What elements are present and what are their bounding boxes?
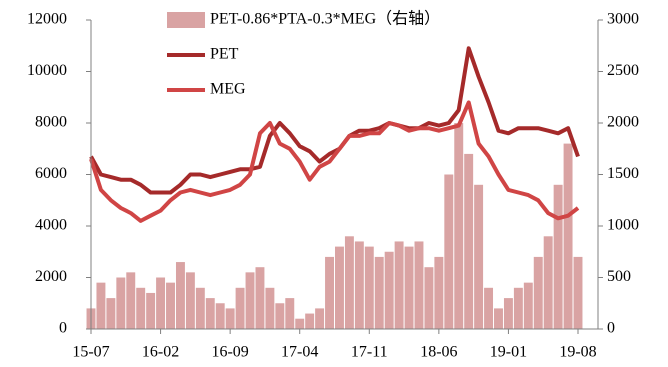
bar: [474, 184, 484, 329]
y-tick-label: 4000: [35, 217, 67, 234]
bar: [533, 256, 543, 329]
bar: [454, 123, 464, 329]
bar: [315, 308, 325, 329]
bar: [136, 287, 146, 329]
bar: [414, 241, 424, 329]
bar: [335, 246, 344, 329]
x-tick-label: 16-09: [211, 344, 248, 361]
legend-swatch: [167, 12, 205, 28]
bar: [166, 282, 175, 329]
y2-tick-label: 2000: [607, 114, 639, 131]
bar: [156, 277, 166, 329]
bar: [285, 298, 295, 329]
bar: [185, 272, 195, 329]
bar: [116, 277, 126, 329]
y-tick-label: 2000: [35, 268, 67, 285]
line: [89, 46, 580, 195]
bar: [384, 251, 394, 329]
bar: [563, 143, 573, 329]
x-tick-label: 15-07: [72, 344, 109, 361]
x-tick-label: 19-01: [490, 344, 527, 361]
bar: [295, 318, 305, 329]
x-tick-label: 17-04: [281, 344, 318, 361]
bar: [96, 282, 106, 329]
bar: [523, 282, 533, 329]
bar: [484, 287, 494, 329]
x-tick-label: 16-02: [142, 344, 179, 361]
bar: [126, 272, 136, 329]
legend-label: PET-0.86*PTA-0.3*MEG（右轴）: [210, 10, 440, 28]
bar: [513, 287, 523, 329]
bar: [444, 174, 454, 329]
bar: [225, 308, 235, 329]
bar: [543, 236, 553, 329]
bar: [275, 303, 285, 329]
y2-tick-label: 0: [607, 320, 615, 337]
bar: [265, 287, 275, 329]
y2-tick-label: 500: [607, 268, 631, 285]
bar: [325, 256, 334, 329]
bar: [364, 246, 374, 329]
bar: [424, 267, 434, 329]
y2-tick-label: 1500: [607, 165, 639, 182]
bar: [354, 241, 364, 329]
bar: [106, 298, 116, 329]
bar: [305, 313, 315, 329]
y2-tick-label: 3000: [607, 11, 639, 28]
line: [89, 100, 580, 223]
x-tick-label: 17-11: [351, 344, 388, 361]
bar: [255, 267, 265, 329]
x-tick-label: 18-06: [420, 344, 457, 361]
legend-label: MEG: [210, 81, 246, 98]
x-tick-label: 19-08: [559, 344, 596, 361]
bar: [394, 241, 404, 329]
y-tick-label: 6000: [35, 165, 67, 182]
bar: [464, 153, 474, 329]
bar: [494, 308, 503, 329]
bar: [175, 262, 185, 329]
bar: [404, 246, 414, 329]
y-tick-label: 12000: [27, 11, 67, 28]
bar: [503, 298, 513, 329]
bar: [146, 292, 156, 329]
bar: [573, 256, 583, 329]
bar: [205, 298, 215, 329]
y-tick-label: 10000: [27, 62, 67, 79]
bar: [374, 256, 384, 329]
bar: [245, 272, 255, 329]
y2-tick-label: 1000: [607, 217, 639, 234]
bar: [434, 256, 444, 329]
y-tick-label: 0: [59, 320, 67, 337]
bar: [553, 184, 563, 329]
y2-tick-label: 2500: [607, 62, 639, 79]
bar: [235, 287, 245, 329]
y-tick-label: 8000: [35, 114, 67, 131]
bar: [344, 236, 354, 329]
bar: [195, 287, 205, 329]
legend-label: PET: [210, 46, 239, 63]
bar: [215, 303, 225, 329]
